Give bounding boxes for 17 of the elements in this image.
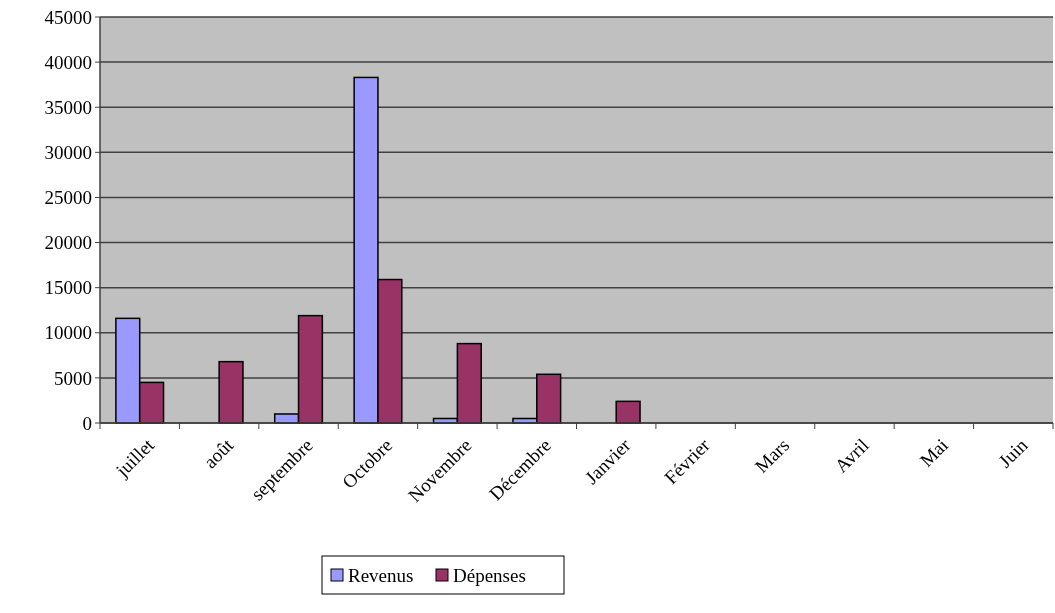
- y-tick-label: 40000: [44, 51, 92, 73]
- y-tick-label: 15000: [44, 277, 92, 299]
- x-tick-label: Mai: [915, 434, 953, 471]
- x-tick-label: août: [199, 433, 238, 473]
- y-tick-label: 5000: [54, 367, 92, 389]
- y-tick-label: 0: [82, 412, 92, 434]
- x-tick-label: Juin: [994, 434, 1032, 472]
- legend-label: Revenus: [348, 564, 414, 586]
- y-tick-label: 30000: [44, 141, 92, 163]
- y-tick-label: 20000: [44, 232, 92, 254]
- bar: [615, 400, 641, 424]
- y-tick-label: 35000: [44, 96, 92, 118]
- y-tick-label: 25000: [44, 187, 92, 209]
- y-tick-label: 10000: [44, 322, 92, 344]
- y-tick-label: 45000: [44, 6, 92, 28]
- bar: [218, 360, 244, 424]
- legend-label: Dépenses: [453, 564, 526, 586]
